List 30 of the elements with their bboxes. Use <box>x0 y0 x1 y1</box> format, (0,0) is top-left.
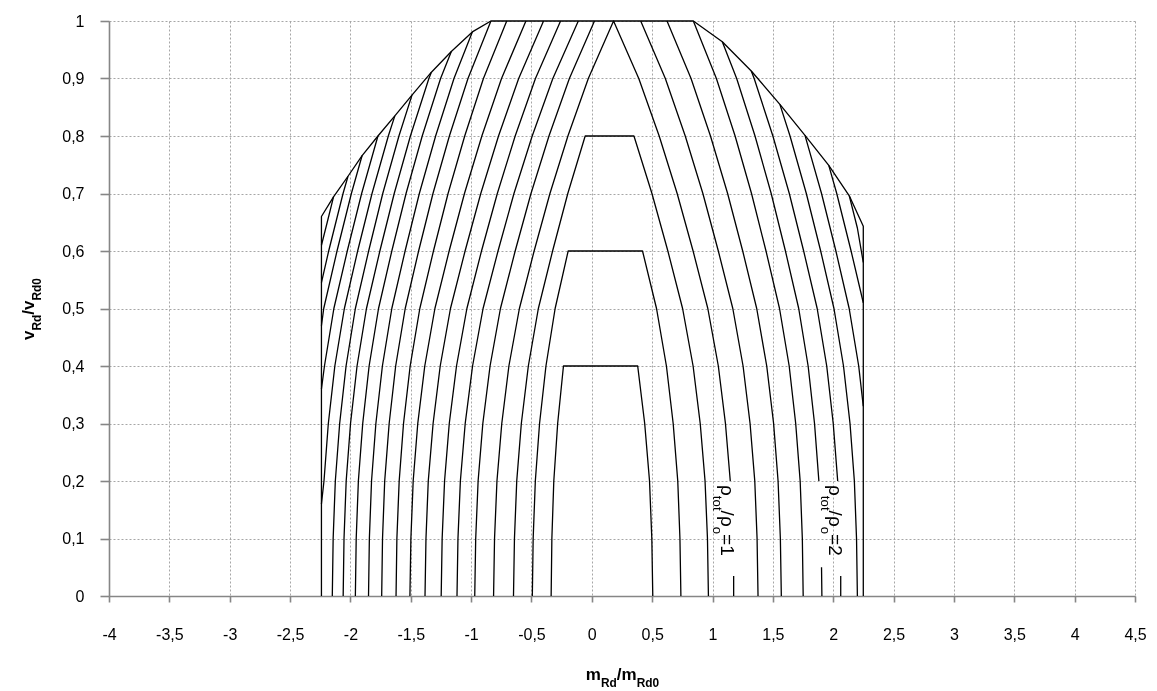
y-tick-label: 0,1 <box>62 530 85 547</box>
x-tick-label: -0,5 <box>518 625 546 643</box>
y-tick-label: 0,6 <box>62 242 85 260</box>
x-tick-label: -2,5 <box>276 625 305 643</box>
x-tick-label: 4 <box>1070 625 1080 643</box>
y-tick-label: 0,7 <box>62 185 85 202</box>
x-tick-label: -3,5 <box>156 625 184 643</box>
x-tick-label: 1,5 <box>762 625 785 643</box>
x-tick-label: -1 <box>464 625 479 643</box>
x-axis-title: m$_{Rd}$/m$_{Rd0}$ <box>585 664 660 690</box>
y-tick-label: 0,2 <box>62 472 85 490</box>
x-tick-label: -3 <box>223 625 238 643</box>
x-tick-label: 1 <box>708 625 718 643</box>
x-tick-label: 4,5 <box>1124 625 1147 643</box>
x-tick-label: -1,5 <box>397 625 426 643</box>
x-tick-label: -2 <box>343 625 359 643</box>
y-tick-label: 0 <box>75 587 85 605</box>
y-tick-label: 0,9 <box>62 70 85 87</box>
y-tick-label: 1 <box>75 12 85 30</box>
x-tick-label: 2,5 <box>882 625 906 643</box>
y-tick-label: 0,8 <box>62 127 85 145</box>
x-tick-label: 0,5 <box>641 625 664 643</box>
x-tick-label: -4 <box>102 625 117 643</box>
x-tick-label: 0 <box>587 625 597 643</box>
y-tick-label: 0,3 <box>62 415 85 432</box>
y-tick-label: 0,4 <box>62 357 85 375</box>
x-tick-label: 3,5 <box>1003 625 1027 643</box>
y-tick-label: 0,5 <box>62 300 85 317</box>
x-tick-label: 3 <box>949 625 959 643</box>
x-tick-label: 2 <box>829 625 839 643</box>
